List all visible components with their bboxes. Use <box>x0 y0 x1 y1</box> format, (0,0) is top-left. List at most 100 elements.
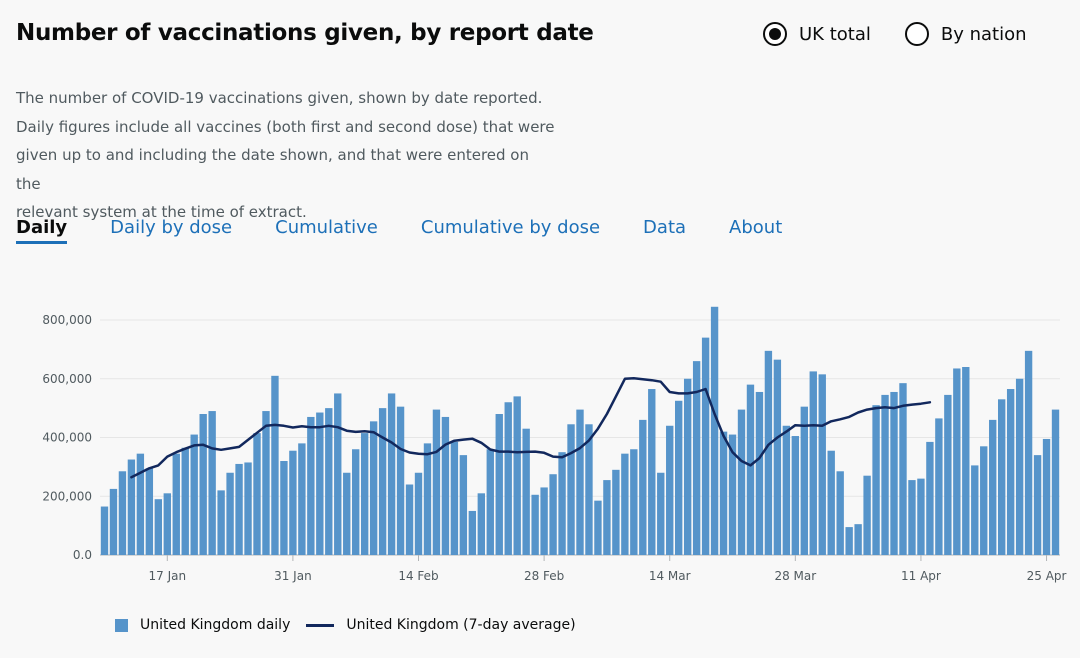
daily-bar[interactable] <box>378 408 387 555</box>
daily-bar[interactable] <box>1033 455 1042 555</box>
daily-bar[interactable] <box>352 449 360 555</box>
daily-bar[interactable] <box>827 450 835 555</box>
daily-bar[interactable] <box>576 409 584 555</box>
daily-bar[interactable] <box>235 463 243 555</box>
daily-bar[interactable] <box>271 375 279 555</box>
tab-about[interactable]: About <box>729 217 783 238</box>
daily-bar[interactable] <box>468 510 477 555</box>
radio-uk-total[interactable]: UK total <box>763 22 871 46</box>
daily-bar[interactable] <box>953 368 961 555</box>
legend-item-daily[interactable]: United Kingdom daily <box>115 617 290 633</box>
daily-bar[interactable] <box>369 421 378 555</box>
daily-bar[interactable] <box>594 500 602 555</box>
daily-bar[interactable] <box>1024 350 1033 555</box>
daily-bar[interactable] <box>612 469 620 555</box>
daily-bar[interactable] <box>280 461 288 555</box>
daily-bar[interactable] <box>405 484 414 556</box>
radio-uk-total-circle[interactable] <box>763 22 787 46</box>
radio-by-nation-circle[interactable] <box>904 22 929 46</box>
daily-bar[interactable] <box>450 441 459 555</box>
daily-bar[interactable] <box>360 433 369 555</box>
daily-bar[interactable] <box>208 411 216 555</box>
daily-bar[interactable] <box>800 406 808 555</box>
daily-bar[interactable] <box>935 418 943 555</box>
daily-bar[interactable] <box>531 494 539 555</box>
daily-bar[interactable] <box>648 389 656 555</box>
daily-bar[interactable] <box>334 393 342 555</box>
tab-daily-by-dose[interactable]: Daily by dose <box>110 217 233 238</box>
daily-bar[interactable] <box>971 465 979 555</box>
tab-data[interactable]: Data <box>643 217 687 238</box>
daily-bar[interactable] <box>1015 378 1024 555</box>
daily-bar[interactable] <box>585 424 593 555</box>
daily-bar[interactable] <box>997 399 1006 555</box>
daily-bar[interactable] <box>244 462 252 555</box>
daily-bar[interactable] <box>486 449 494 555</box>
daily-bar[interactable] <box>621 453 629 555</box>
daily-bar[interactable] <box>737 409 746 555</box>
daily-bar[interactable] <box>1042 438 1051 555</box>
daily-bar[interactable] <box>477 493 485 555</box>
tab-daily[interactable]: Daily <box>16 217 68 244</box>
daily-bar[interactable] <box>710 306 719 555</box>
daily-bar[interactable] <box>118 471 127 555</box>
daily-bar[interactable] <box>719 431 728 555</box>
daily-bar[interactable] <box>818 374 826 555</box>
daily-bar[interactable] <box>917 478 925 555</box>
daily-bar[interactable] <box>683 378 692 555</box>
daily-bar[interactable] <box>881 394 889 555</box>
daily-bar[interactable] <box>630 449 638 555</box>
daily-bar[interactable] <box>217 490 225 555</box>
daily-bar[interactable] <box>980 446 988 555</box>
daily-bar[interactable] <box>809 371 817 555</box>
daily-bar[interactable] <box>1051 409 1060 555</box>
daily-bar[interactable] <box>181 447 189 555</box>
radio-by-nation[interactable]: By nation <box>904 22 1027 46</box>
daily-bar[interactable] <box>253 433 261 555</box>
daily-bar[interactable] <box>423 443 432 555</box>
daily-bar[interactable] <box>396 406 405 555</box>
daily-bar[interactable] <box>773 359 782 555</box>
daily-bar[interactable] <box>845 527 853 555</box>
daily-bar[interactable] <box>109 488 118 555</box>
daily-bar[interactable] <box>603 480 611 555</box>
average-line[interactable] <box>130 376 932 479</box>
daily-bar[interactable] <box>863 475 871 555</box>
daily-bar[interactable] <box>549 474 557 555</box>
daily-bar[interactable] <box>513 396 521 555</box>
daily-bar[interactable] <box>459 455 468 555</box>
daily-bar[interactable] <box>899 383 907 555</box>
daily-bar[interactable] <box>441 416 450 555</box>
daily-bar[interactable] <box>325 408 333 555</box>
daily-bar[interactable] <box>154 499 163 555</box>
daily-bar[interactable] <box>746 384 755 555</box>
daily-bar[interactable] <box>666 425 674 555</box>
daily-bar[interactable] <box>190 434 198 555</box>
daily-bar[interactable] <box>764 350 773 555</box>
daily-bar[interactable] <box>127 459 136 555</box>
daily-bar[interactable] <box>675 400 683 555</box>
daily-bar[interactable] <box>145 468 154 555</box>
daily-bar[interactable] <box>432 409 441 555</box>
daily-bar[interactable] <box>657 472 665 555</box>
daily-bar[interactable] <box>495 414 503 555</box>
daily-bar[interactable] <box>136 453 145 555</box>
daily-bar[interactable] <box>504 402 512 555</box>
daily-bar[interactable] <box>316 412 324 555</box>
daily-bar[interactable] <box>172 453 180 555</box>
daily-bar[interactable] <box>387 393 396 555</box>
daily-bar[interactable] <box>199 414 207 555</box>
daily-bar[interactable] <box>163 493 171 555</box>
daily-bar[interactable] <box>414 472 423 555</box>
daily-bar[interactable] <box>692 361 701 555</box>
daily-bar[interactable] <box>307 416 315 555</box>
daily-bar[interactable] <box>567 424 575 555</box>
daily-bar[interactable] <box>100 506 109 555</box>
daily-bar[interactable] <box>1006 389 1015 555</box>
daily-bar[interactable] <box>298 443 306 555</box>
daily-bar[interactable] <box>989 419 997 555</box>
daily-bar[interactable] <box>262 411 270 555</box>
daily-bar[interactable] <box>522 428 530 555</box>
daily-bar[interactable] <box>854 524 862 555</box>
daily-bar[interactable] <box>639 419 647 555</box>
